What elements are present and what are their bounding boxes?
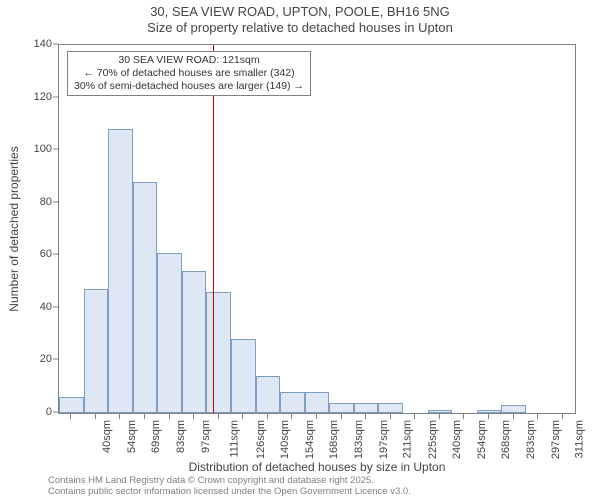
histogram-bar xyxy=(231,339,256,413)
x-tick-label: 183sqm xyxy=(353,420,365,459)
x-tick-label: 40sqm xyxy=(101,420,113,453)
histogram-bar xyxy=(84,289,109,413)
x-tick-label: 240sqm xyxy=(451,420,463,459)
histogram-bar xyxy=(477,410,502,413)
annotation-line2: ← 70% of detached houses are smaller (34… xyxy=(74,67,304,80)
x-tick-mark xyxy=(193,414,194,419)
x-tick-label: 154sqm xyxy=(304,420,316,459)
x-tick-mark xyxy=(242,414,243,419)
histogram-bar xyxy=(206,292,231,413)
x-tick-label: 54sqm xyxy=(126,420,138,453)
chart-title: 30, SEA VIEW ROAD, UPTON, POOLE, BH16 5N… xyxy=(0,4,600,35)
y-tick-label: 60 xyxy=(40,248,52,260)
x-axis-label: Distribution of detached houses by size … xyxy=(58,460,576,474)
y-tick-label: 0 xyxy=(46,406,52,418)
footer-text: Contains HM Land Registry data © Crown c… xyxy=(48,476,411,498)
x-tick-mark xyxy=(218,414,219,419)
x-tick-mark xyxy=(144,414,145,419)
x-tick-label: 168sqm xyxy=(329,420,341,459)
histogram-bar xyxy=(501,405,526,413)
x-tick-mark xyxy=(169,414,170,419)
histogram-bar xyxy=(108,129,133,413)
annotation-line3: 30% of semi-detached houses are larger (… xyxy=(74,80,304,93)
histogram-bar xyxy=(354,403,379,414)
histogram-bar xyxy=(329,403,354,414)
x-tick-label: 311sqm xyxy=(573,420,585,458)
x-tick-label: 83sqm xyxy=(175,420,187,453)
histogram-bar xyxy=(59,397,84,413)
x-tick-mark xyxy=(390,414,391,419)
x-axis: 40sqm 54sqm 69sqm 83sqm 97sqm 111sqm 126sqm 140… xyxy=(58,414,576,464)
y-tick-label: 20 xyxy=(40,353,52,365)
x-tick-mark xyxy=(562,414,563,419)
title-line2: Size of property relative to detached ho… xyxy=(0,20,600,36)
x-tick-mark xyxy=(119,414,120,419)
plot-area: 30 SEA VIEW ROAD: 121sqm ← 70% of detach… xyxy=(58,44,576,414)
title-line1: 30, SEA VIEW ROAD, UPTON, POOLE, BH16 5N… xyxy=(150,4,450,19)
x-tick-mark xyxy=(291,414,292,419)
x-tick-label: 111sqm xyxy=(229,420,241,458)
x-tick-label: 225sqm xyxy=(427,420,439,459)
histogram-bar xyxy=(305,392,330,413)
histogram-bar xyxy=(157,253,182,413)
y-tick-label: 100 xyxy=(34,143,52,155)
y-tick-label: 40 xyxy=(40,301,52,313)
y-tick-label: 120 xyxy=(34,91,52,103)
histogram-bar xyxy=(256,376,281,413)
annotation-line1: 30 SEA VIEW ROAD: 121sqm xyxy=(74,54,304,67)
x-tick-mark xyxy=(488,414,489,419)
x-tick-mark xyxy=(95,414,96,419)
histogram-bar xyxy=(182,271,207,413)
x-tick-label: 197sqm xyxy=(378,420,390,459)
x-tick-mark xyxy=(537,414,538,419)
x-tick-label: 283sqm xyxy=(525,420,537,459)
x-tick-mark xyxy=(439,414,440,419)
x-tick-label: 97sqm xyxy=(200,420,212,453)
x-tick-label: 69sqm xyxy=(150,420,162,453)
histogram-bar xyxy=(133,182,158,413)
x-tick-label: 140sqm xyxy=(279,420,291,459)
histogram-bar xyxy=(280,392,305,413)
y-axis: 020406080100120140 xyxy=(0,44,58,414)
x-tick-mark xyxy=(463,414,464,419)
x-tick-mark xyxy=(70,414,71,419)
annotation-box: 30 SEA VIEW ROAD: 121sqm ← 70% of detach… xyxy=(67,51,311,96)
y-tick-label: 140 xyxy=(34,38,52,50)
x-tick-mark xyxy=(341,414,342,419)
x-tick-label: 268sqm xyxy=(501,420,513,459)
marker-line xyxy=(213,45,214,413)
x-tick-label: 297sqm xyxy=(550,420,562,459)
x-tick-mark xyxy=(316,414,317,419)
y-tick-label: 80 xyxy=(40,196,52,208)
histogram-bar xyxy=(378,403,403,414)
x-tick-label: 211sqm xyxy=(401,420,413,458)
histogram-bar xyxy=(428,410,453,413)
x-tick-mark xyxy=(365,414,366,419)
x-tick-mark xyxy=(267,414,268,419)
x-tick-mark xyxy=(414,414,415,419)
x-tick-label: 254sqm xyxy=(476,420,488,459)
footer-line2: Contains public sector information licen… xyxy=(48,487,411,498)
x-tick-mark xyxy=(513,414,514,419)
x-tick-label: 126sqm xyxy=(255,420,267,459)
